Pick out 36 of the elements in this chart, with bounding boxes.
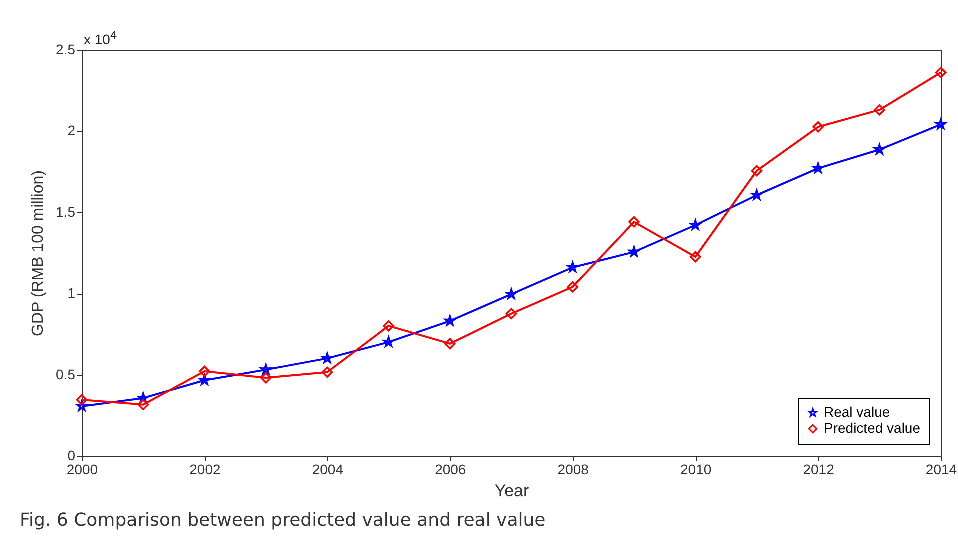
point <box>199 366 210 378</box>
point <box>874 104 886 116</box>
point <box>444 338 456 350</box>
x-tick-label: 2014 <box>926 462 958 478</box>
point <box>690 251 702 263</box>
y-axis-title: GDP (RMB 100 million) <box>30 170 48 336</box>
y-tick-label: 0 <box>68 448 76 464</box>
point <box>935 67 947 78</box>
x-tick-label: 2002 <box>190 462 221 478</box>
y-tick-label: 1 <box>68 285 76 302</box>
x-tick-label: 2008 <box>558 462 590 478</box>
x-axis-title: Year <box>494 482 530 500</box>
point <box>76 394 88 406</box>
point <box>138 399 149 410</box>
legend-label: Predicted value <box>824 420 921 436</box>
point <box>567 262 578 272</box>
y-tick-label: 2.5 <box>56 42 76 58</box>
text: x 10$^{4}$ <box>84 29 117 48</box>
point <box>812 121 824 133</box>
x-tick-label: 2012 <box>803 462 835 478</box>
x-tick-label: 2004 <box>312 462 344 478</box>
legend-label: Real value <box>824 404 890 420</box>
caption: Fig. 6 Comparison between predicted value and real value <box>20 510 546 531</box>
point <box>506 308 518 320</box>
point <box>628 216 640 228</box>
y-tick-label: 1.5 <box>56 204 76 220</box>
x-tick-label: 2000 <box>66 462 98 478</box>
point <box>751 165 763 177</box>
x-tick-label: 2010 <box>680 462 712 478</box>
point <box>383 320 394 332</box>
y-tick-label: 0.5 <box>56 366 76 382</box>
point <box>322 366 334 378</box>
point <box>260 372 272 384</box>
y-tick-label: 2 <box>68 122 76 139</box>
point <box>567 281 578 293</box>
x-tick-label: 2006 <box>435 462 466 478</box>
